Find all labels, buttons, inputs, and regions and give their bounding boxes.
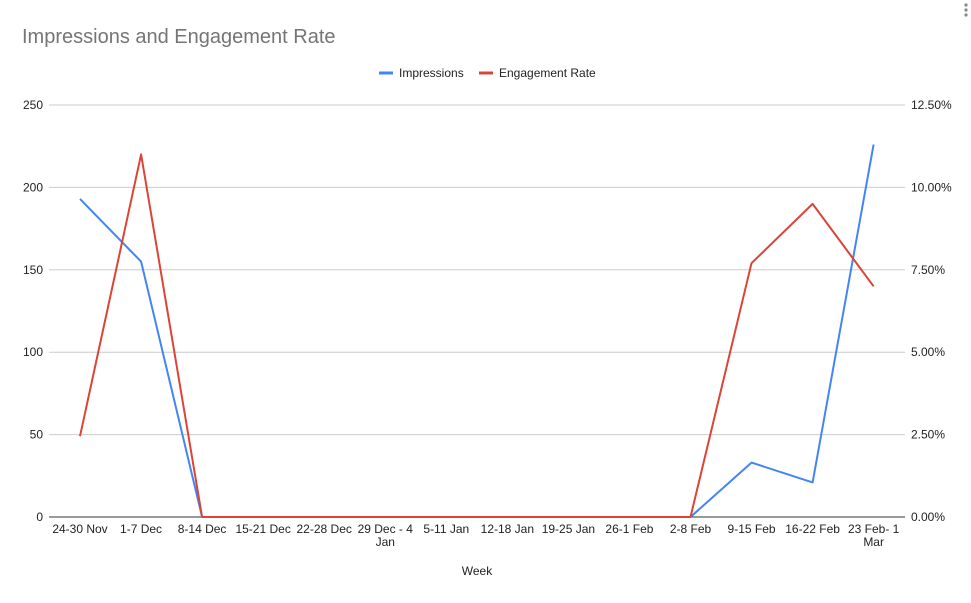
menu-icon[interactable] — [964, 3, 968, 17]
left-axis-tick-label: 200 — [23, 180, 43, 194]
right-axis-tick-label: 10.00% — [911, 180, 952, 194]
x-axis-tick-label: 24-30 Nov — [52, 522, 107, 536]
x-axis-tick-label: 26-1 Feb — [605, 522, 653, 536]
left-axis-tick-label: 50 — [30, 428, 44, 442]
series-lines — [79, 144, 875, 518]
legend-label-impressions: Impressions — [399, 66, 464, 80]
x-axis-tick-label: 5-11 Jan — [423, 522, 469, 536]
x-axis-tick-label: 9-15 Feb — [728, 522, 776, 536]
x-axis-tick-label: 22-28 Dec — [297, 522, 352, 536]
x-axis-title: Week — [462, 564, 493, 578]
legend-label-engagement-rate: Engagement Rate — [499, 66, 596, 80]
legend: Impressions Engagement Rate — [379, 66, 596, 80]
right-axis-tick-label: 0.00% — [911, 510, 945, 524]
right-axis-ticks: 0.00% 2.50% 5.00% 7.50% 10.00% 12.50% — [911, 98, 952, 524]
x-axis-tick-label: 2-8 Feb — [670, 522, 712, 536]
x-axis-tick-label: 12-18 Jan — [481, 522, 534, 536]
right-axis-tick-label: 12.50% — [911, 98, 952, 112]
chart-title: Impressions and Engagement Rate — [22, 26, 336, 48]
right-axis-tick-label: 5.00% — [911, 345, 945, 359]
left-axis-tick-label: 250 — [23, 98, 43, 112]
right-axis-tick-label: 2.50% — [911, 428, 945, 442]
x-axis-tick-label: 16-22 Feb — [785, 522, 840, 536]
left-axis-tick-label: 150 — [23, 263, 43, 277]
left-axis-tick-label: 100 — [23, 345, 43, 359]
series-line-impressions — [79, 144, 875, 518]
x-axis-tick-label: 29 Dec - 4 Jan — [358, 522, 414, 549]
left-axis-tick-label: 0 — [36, 510, 43, 524]
x-axis-tick-label: 19-25 Jan — [542, 522, 595, 536]
x-axis-tick-label: 15-21 Dec — [235, 522, 290, 536]
left-axis-ticks: 0 50 100 150 200 250 — [23, 98, 43, 524]
x-axis-tick-label: 1-7 Dec — [120, 522, 162, 536]
x-axis-tick-label: 8-14 Dec — [178, 522, 227, 536]
gridlines — [49, 104, 905, 518]
x-axis-tick-label: 23 Feb- 1 Mar — [848, 522, 900, 549]
series-line-engagement-rate — [79, 153, 875, 518]
right-axis-tick-label: 7.50% — [911, 263, 945, 277]
x-axis-ticks: 24-30 Nov 1-7 Dec 8-14 Dec 15-21 Dec 22-28 D… — [52, 522, 899, 549]
